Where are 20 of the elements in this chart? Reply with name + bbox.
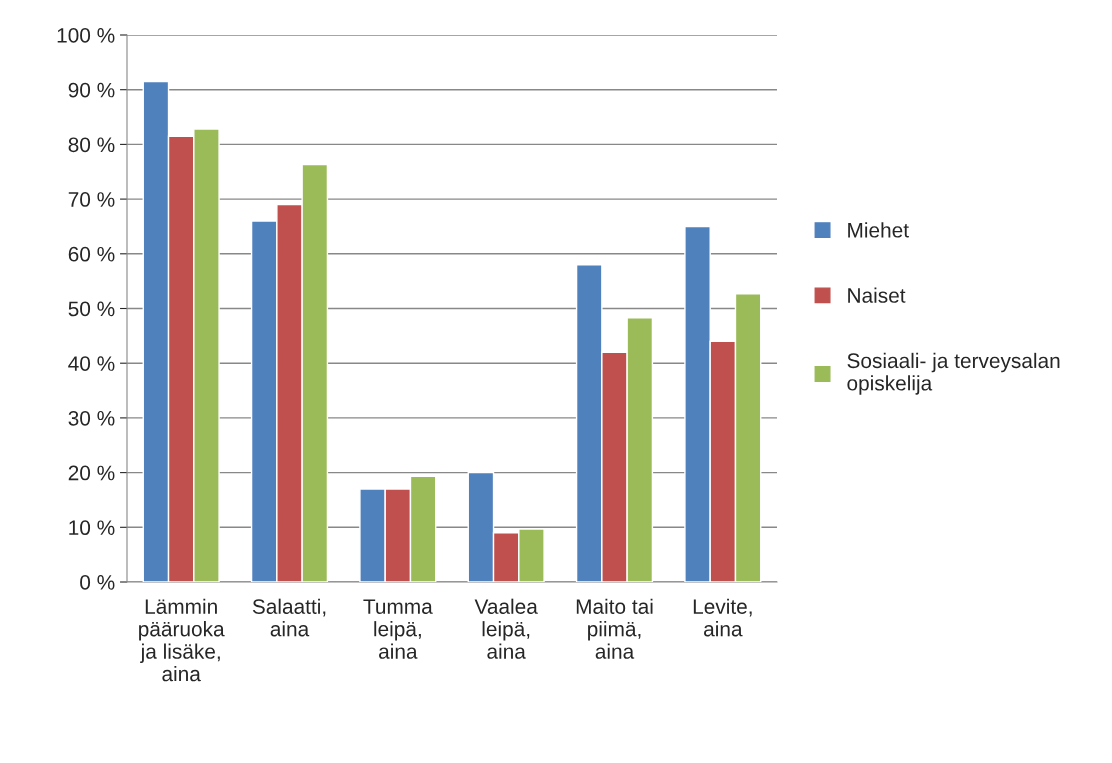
- y-tick-label: 20 %: [68, 465, 115, 481]
- y-tick-label: 90 %: [68, 82, 115, 98]
- y-tick-label: 100 %: [57, 28, 115, 43]
- y-tick-label: 30 %: [68, 410, 115, 426]
- y-tick-label: 60 %: [68, 246, 115, 262]
- y-tick-label: 10 %: [69, 520, 115, 536]
- x-tick-label: Tumma leipä, aina: [363, 599, 433, 659]
- y-tick-label: 80 %: [68, 137, 115, 153]
- y-tick-label: 70 %: [68, 192, 115, 207]
- x-tick-label: Levite, aina: [693, 598, 752, 637]
- y-tick-label: 0 %: [80, 575, 115, 590]
- x-tick-label: Lämmin pääruoka ja lisäke, aina: [139, 598, 225, 682]
- y-tick-label: 40 %: [68, 356, 115, 371]
- x-tick-label: Maito tai piimä, aina: [576, 598, 653, 659]
- legend-label: Sosiaali- ja terveysalan opiskelija: [847, 352, 1060, 395]
- x-tick-label: Salaatti, aina: [252, 598, 326, 637]
- legend-label: Naiset: [848, 287, 906, 303]
- y-tick-label: 50 %: [68, 301, 115, 317]
- x-tick-label: Vaalea leipä, aina: [474, 598, 538, 659]
- legend-label: Miehet: [848, 222, 909, 238]
